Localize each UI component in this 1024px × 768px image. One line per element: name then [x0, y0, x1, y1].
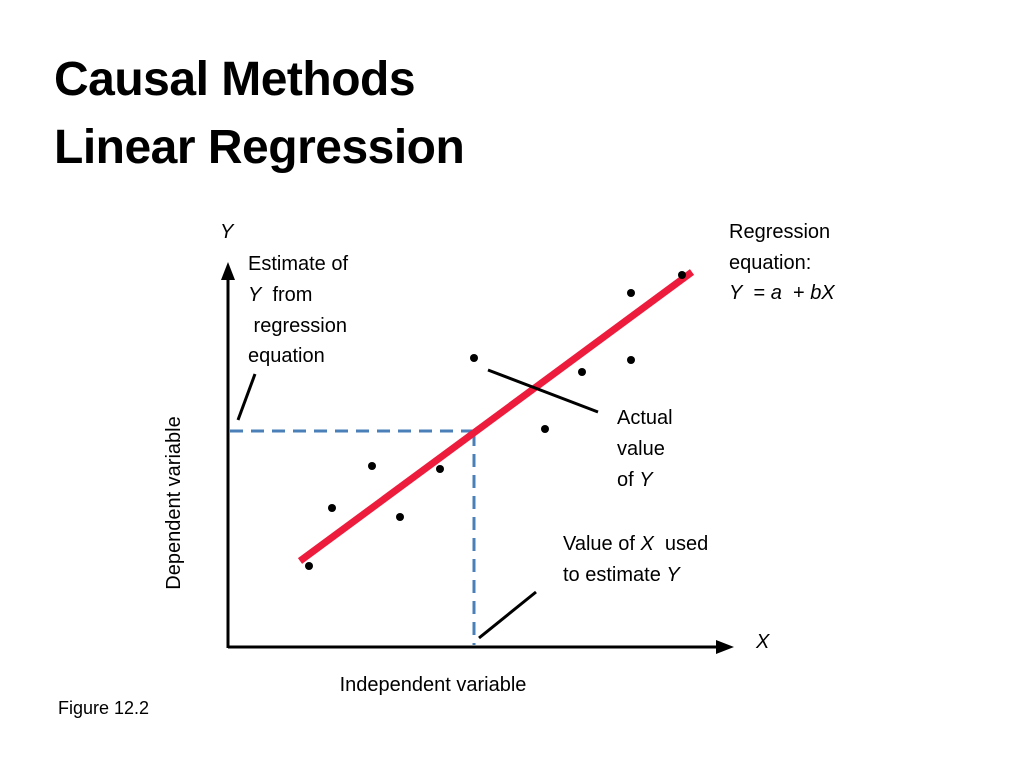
estimate-pointer: [236, 373, 257, 421]
data-point: [396, 513, 404, 521]
actual-line-2: value: [617, 438, 665, 460]
value-x-symbol: X: [639, 533, 654, 555]
callout-actual: Actual value of Y: [617, 407, 673, 491]
estimate-line-4: equation: [248, 345, 325, 367]
data-point: [328, 504, 336, 512]
callout-value-x: Value of X used to estimate Y: [563, 533, 708, 586]
data-point: [368, 462, 376, 470]
estimate-line-3: regression: [248, 315, 347, 337]
title-line-2: Linear Regression: [54, 121, 465, 174]
x-axis-arrowhead: [716, 640, 734, 654]
y-axis-arrowhead: [221, 262, 235, 280]
actual-y-symbol: Y: [639, 469, 654, 491]
eq-y: Y: [729, 282, 744, 304]
data-point: [436, 465, 444, 473]
regression-line-2: equation:: [729, 252, 811, 274]
data-point: [541, 425, 549, 433]
value-x-line-1-post: used: [654, 533, 708, 555]
value-x-line-1: Value of X used: [563, 533, 708, 555]
data-points: [305, 271, 686, 570]
actual-line-3-pre: of: [617, 469, 639, 491]
eq-a: a: [771, 282, 782, 304]
regression-equation: Y = a + bX: [729, 282, 835, 304]
data-point: [627, 289, 635, 297]
callout-regression: Regression equation: Y = a + bX: [729, 221, 835, 304]
estimate-line-1: Estimate of: [248, 253, 348, 275]
estimate-line-2-rest: from: [261, 284, 312, 306]
value-x-pointer: [478, 590, 537, 640]
data-point: [305, 562, 313, 570]
actual-line-3: of Y: [617, 469, 654, 491]
data-point: [678, 271, 686, 279]
actual-pointer: [487, 368, 599, 414]
actual-line-1: Actual: [617, 407, 673, 429]
value-x-line-2: to estimate Y: [563, 564, 681, 586]
regression-line: [297, 269, 695, 564]
x-axis-label: Independent variable: [340, 674, 527, 696]
data-point: [470, 354, 478, 362]
callout-estimate: Estimate of Y from regression equation: [248, 253, 348, 367]
estimate-line-2: Y from: [248, 284, 312, 306]
data-point: [627, 356, 635, 364]
eq-equals: =: [742, 282, 770, 304]
estimate-y-symbol: Y: [248, 284, 263, 306]
x-axis-symbol: X: [755, 631, 770, 653]
title-line-1: Causal Methods: [54, 53, 416, 106]
data-point: [578, 368, 586, 376]
value-x-line-1-pre: Value of: [563, 533, 640, 555]
y-axis-label: Dependent variable: [163, 416, 185, 589]
eq-plus: +: [782, 282, 810, 304]
figure-caption: Figure 12.2: [58, 698, 150, 718]
value-x-line-2-pre: to estimate: [563, 564, 666, 586]
slide-title: Causal Methods Linear Regression: [54, 46, 465, 182]
eq-bx: bX: [810, 282, 835, 304]
y-axis-symbol: Y: [220, 221, 235, 243]
value-x-y-symbol: Y: [666, 564, 681, 586]
regression-line-1: Regression: [729, 221, 830, 243]
